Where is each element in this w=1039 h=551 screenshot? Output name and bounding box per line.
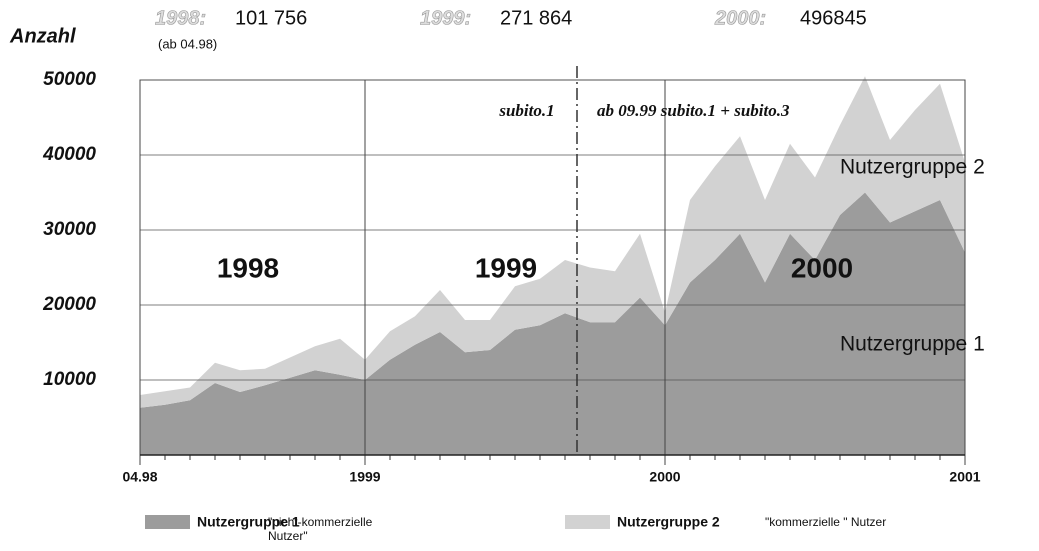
x-tick-label: 2001 — [949, 469, 980, 485]
legend-swatch — [145, 515, 190, 529]
annotation: 1998 — [217, 252, 279, 283]
annotation: subito.1 — [498, 101, 554, 120]
y-tick-label: 10000 — [43, 369, 96, 390]
y-tick-label: 40000 — [42, 144, 96, 165]
y-axis-label: Anzahl — [9, 25, 76, 47]
annotation: 1999 — [475, 252, 537, 283]
y-tick-label: 20000 — [42, 294, 96, 315]
legend-note: "kommerzielle " Nutzer — [765, 515, 886, 529]
annotation: Nutzergruppe 2 — [840, 156, 985, 179]
header-total: 271 864 — [500, 7, 572, 29]
annotation: Nutzergruppe 1 — [840, 333, 985, 356]
legend-note: Nutzer" — [268, 529, 308, 543]
header-note: (ab 04.98) — [158, 36, 217, 51]
area — [140, 192, 965, 455]
area — [140, 76, 965, 408]
header-year: 1998: — [155, 7, 206, 29]
y-tick-label: 30000 — [43, 219, 96, 240]
y-tick-label: 50000 — [43, 69, 96, 90]
x-tick-label: 1999 — [349, 469, 380, 485]
x-tick-label: 2000 — [649, 469, 680, 485]
annotation: 2000 — [791, 252, 853, 283]
legend-note: "nicht-kommerzielle — [268, 515, 373, 529]
header-total: 101 756 — [235, 7, 307, 29]
x-tick-label: 04.98 — [122, 469, 157, 485]
legend-label: Nutzergruppe 2 — [617, 514, 720, 530]
header-total: 496845 — [800, 7, 867, 29]
header-year: 1999: — [420, 7, 471, 29]
legend-swatch — [565, 515, 610, 529]
annotation: ab 09.99 subito.1 + subito.3 — [597, 101, 790, 120]
legend-label: Nutzergruppe 1 — [197, 514, 300, 530]
header-year: 2000: — [714, 7, 766, 29]
